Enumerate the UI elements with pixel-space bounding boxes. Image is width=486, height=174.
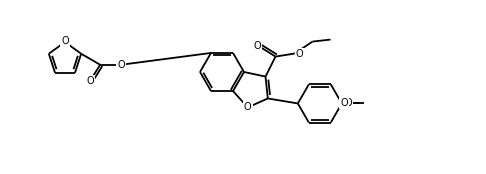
Text: O: O — [87, 76, 94, 86]
Text: O: O — [254, 41, 261, 51]
Text: O: O — [295, 49, 303, 59]
Text: O: O — [345, 98, 352, 108]
Text: O: O — [117, 60, 125, 70]
Text: O: O — [340, 98, 347, 108]
Text: O: O — [61, 36, 69, 46]
Text: O: O — [244, 102, 252, 112]
